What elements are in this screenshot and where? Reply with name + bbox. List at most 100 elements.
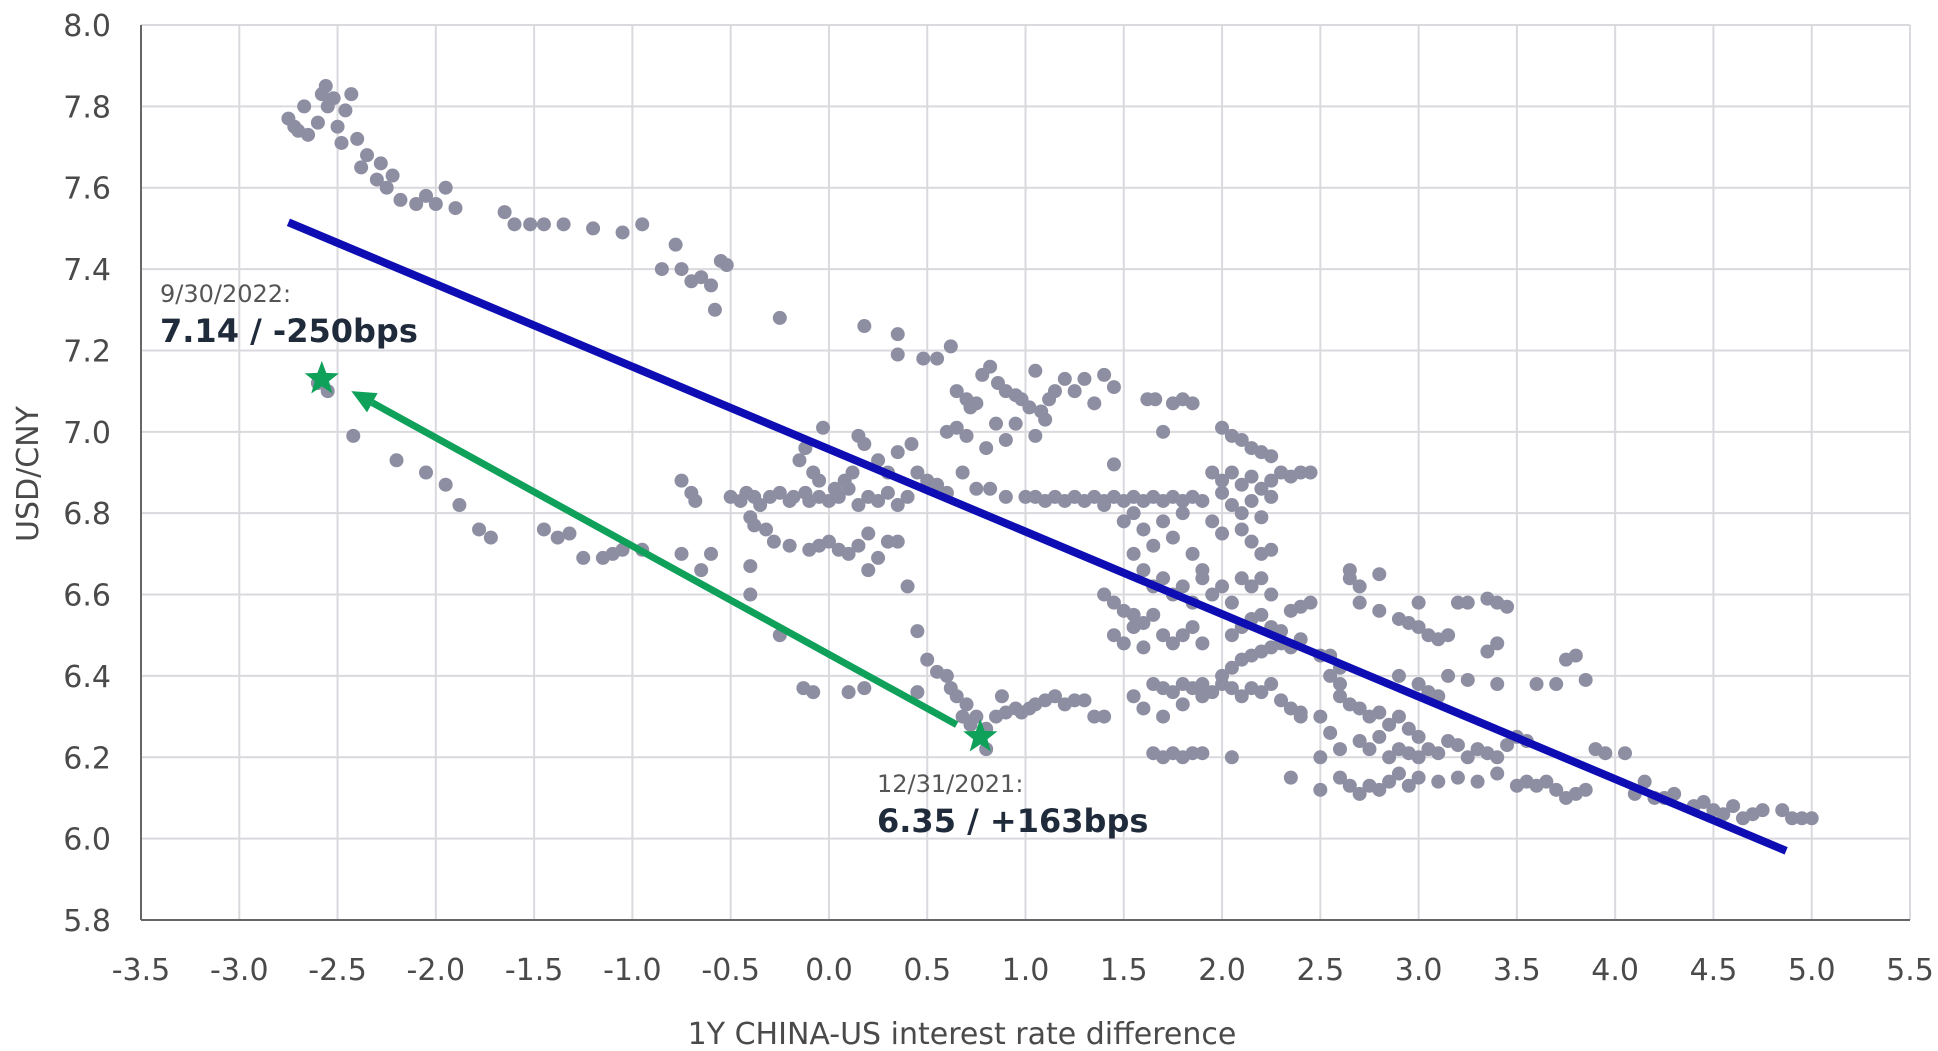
data-point: [1372, 782, 1387, 797]
data-point: [1254, 571, 1269, 586]
data-point: [1022, 400, 1037, 415]
axes: -3.5 -3.0 -2.5 -2.0 -1.5 -1.0 -0.5 0.0 0.5 1.0 1.5…: [63, 9, 1934, 988]
y-tick-label: 7.2: [63, 334, 111, 369]
data-point: [1038, 412, 1053, 427]
data-point: [576, 550, 591, 565]
data-point: [1185, 546, 1200, 561]
data-point: [998, 432, 1013, 447]
data-point: [1500, 599, 1515, 614]
data-point: [1136, 522, 1151, 537]
data-point: [1372, 603, 1387, 618]
data-point: [1696, 795, 1711, 810]
data-point: [1667, 786, 1682, 801]
data-point: [1578, 782, 1593, 797]
data-point: [890, 534, 905, 549]
data-point: [871, 453, 886, 468]
x-tick-label: 4.0: [1591, 953, 1639, 988]
data-point: [1382, 717, 1397, 732]
data-point: [1106, 380, 1121, 395]
data-point: [1303, 465, 1318, 480]
data-point: [1146, 607, 1161, 622]
data-point: [1441, 628, 1456, 643]
data-point: [1215, 485, 1230, 500]
data-point: [1148, 392, 1163, 407]
data-point: [983, 359, 998, 374]
data-point: [1382, 750, 1397, 765]
data-point: [1490, 766, 1505, 781]
data-point: [688, 493, 703, 508]
data-point: [904, 437, 919, 452]
data-point: [346, 428, 361, 443]
data-point: [845, 465, 860, 480]
data-point: [890, 445, 905, 460]
data-point: [373, 156, 388, 171]
data-point: [782, 538, 797, 553]
data-point: [330, 119, 345, 134]
data-point: [989, 416, 1004, 431]
data-point: [1352, 786, 1367, 801]
data-point: [1264, 489, 1279, 504]
data-point: [1185, 746, 1200, 761]
data-point: [1057, 371, 1072, 386]
data-point: [1411, 620, 1426, 635]
data-point: [338, 103, 353, 118]
data-point: [1205, 514, 1220, 529]
data-point: [1106, 628, 1121, 643]
data-point: [438, 477, 453, 492]
data-point: [1264, 449, 1279, 464]
data-point: [943, 339, 958, 354]
data-point: [354, 160, 369, 175]
data-point: [1008, 416, 1023, 431]
data-point: [550, 530, 565, 545]
data-point: [900, 579, 915, 594]
data-point: [880, 485, 895, 500]
data-point: [786, 489, 801, 504]
data-point: [890, 347, 905, 362]
data-point: [1215, 579, 1230, 594]
data-point: [851, 498, 866, 513]
data-point: [1028, 428, 1043, 443]
data-point: [1195, 571, 1210, 586]
data-point: [369, 172, 384, 187]
x-tick-label: 3.5: [1493, 953, 1541, 988]
data-point: [910, 685, 925, 700]
data-point: [472, 522, 487, 537]
data-point: [1224, 628, 1239, 643]
data-point: [1205, 465, 1220, 480]
data-point: [674, 473, 689, 488]
data-point: [1224, 750, 1239, 765]
data-point: [301, 127, 316, 142]
data-point: [1323, 725, 1338, 740]
data-point: [536, 522, 551, 537]
data-point: [1794, 811, 1809, 826]
x-tick-label: 5.0: [1788, 953, 1836, 988]
data-point: [871, 550, 886, 565]
data-point: [1460, 750, 1475, 765]
data-point: [389, 453, 404, 468]
data-point: [1342, 778, 1357, 793]
data-point: [1156, 709, 1171, 724]
data-point: [1775, 803, 1790, 818]
data-point: [556, 217, 571, 232]
data-point: [704, 546, 719, 561]
data-point: [1195, 689, 1210, 704]
data-point: [1106, 457, 1121, 472]
data-point: [1460, 672, 1475, 687]
data-point: [1490, 677, 1505, 692]
data-point: [334, 135, 349, 150]
data-point: [841, 685, 856, 700]
data-point: [1156, 424, 1171, 439]
data-point: [1126, 689, 1141, 704]
data-point: [704, 278, 719, 293]
data-point: [772, 310, 787, 325]
arrow-head: [351, 391, 378, 413]
data-point: [1352, 734, 1367, 748]
data-point: [1106, 595, 1121, 610]
data-point: [1500, 738, 1515, 753]
data-point: [1097, 587, 1112, 602]
x-tick-label: 3.0: [1395, 953, 1443, 988]
data-point: [1087, 396, 1102, 411]
data-point: [1264, 587, 1279, 602]
data-point: [851, 538, 866, 553]
data-point: [812, 473, 827, 488]
